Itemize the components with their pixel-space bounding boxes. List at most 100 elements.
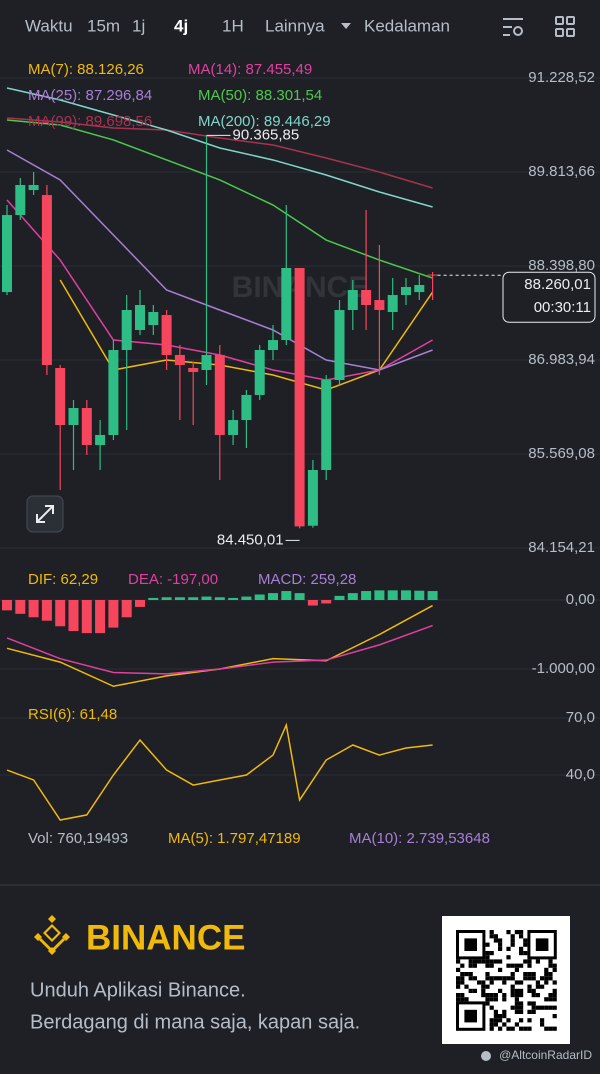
- histogram-bar: [108, 600, 119, 628]
- histogram-bar: [427, 591, 438, 601]
- qr-cell: [502, 1014, 507, 1019]
- qr-cell: [527, 1001, 532, 1006]
- legend-entry: MA(14): 87.455,49: [188, 61, 312, 78]
- countdown: 00:30:11: [534, 299, 591, 316]
- candle-body: [228, 420, 239, 435]
- qr-cell: [493, 976, 498, 981]
- qr-cell: [489, 1022, 494, 1027]
- qr-cell: [548, 963, 553, 968]
- histogram-bar: [81, 600, 92, 634]
- qr-cell: [514, 1022, 519, 1027]
- candle-body: [2, 215, 12, 293]
- qr-cell: [456, 993, 461, 998]
- qr-cell: [519, 980, 524, 985]
- qr-cell: [468, 959, 473, 964]
- histogram-bar: [121, 600, 132, 618]
- qr-cell: [489, 1026, 494, 1031]
- histogram-bar: [214, 597, 225, 601]
- qr-cell: [535, 984, 540, 989]
- qr-cell: [460, 963, 465, 968]
- qr-cell: [552, 967, 557, 972]
- qr-cell: [493, 997, 498, 1002]
- qr-cell: [519, 1018, 524, 1023]
- legend-entry: MA(7): 88.126,26: [28, 61, 144, 78]
- indicator-line: [6, 149, 433, 371]
- qr-cell: [489, 1005, 494, 1010]
- qr-cell: [544, 967, 549, 972]
- indicator-line: [6, 119, 433, 279]
- qr-cell: [519, 946, 524, 951]
- legend-entry: DEA: -197,00: [128, 571, 218, 588]
- candle-body: [321, 380, 332, 470]
- qr-cell: [493, 993, 498, 998]
- qr-cell: [531, 1001, 536, 1006]
- qr-cell: [456, 959, 461, 964]
- legend-entry: MA(50): 88.301,54: [198, 87, 322, 104]
- qr-cell: [519, 988, 524, 993]
- y-tick-label: -1.000,00: [532, 660, 595, 677]
- qr-cell: [552, 993, 557, 998]
- histogram-bar: [281, 591, 292, 601]
- qr-cell: [510, 1026, 515, 1031]
- qr-cell: [535, 1005, 540, 1010]
- qr-cell: [514, 930, 519, 935]
- tab[interactable]: 15m: [87, 16, 120, 35]
- candle-body: [28, 185, 39, 191]
- y-tick-label: 88.398,80: [528, 257, 595, 274]
- qr-cell: [527, 1009, 532, 1014]
- qr-cell: [514, 963, 519, 968]
- plot-area: 91.228,52 89.813,66 88.398,80 86.983,94 85.5…: [0, 61, 600, 821]
- qr-cell: [552, 1026, 557, 1031]
- candle-body: [108, 349, 119, 435]
- annotation: 90.365,85: [233, 126, 300, 143]
- qr-cell: [540, 1018, 545, 1023]
- candle-body: [254, 349, 265, 395]
- tab[interactable]: Lainnya: [265, 16, 325, 35]
- price-box: [502, 271, 596, 323]
- histogram-bar: [294, 593, 305, 601]
- qr-cell: [493, 1022, 498, 1027]
- logo-icon: [34, 915, 70, 955]
- qr-finder: [527, 930, 557, 960]
- qr-cell: [548, 1026, 553, 1031]
- tab[interactable]: 1j: [132, 16, 145, 35]
- qr-cell: [519, 930, 524, 935]
- qr-cell: [502, 976, 507, 981]
- qr-cell: [552, 1005, 557, 1010]
- y-tick-label: 40,0: [566, 766, 595, 783]
- qr-cell: [485, 951, 490, 956]
- qr-cell: [460, 980, 465, 985]
- settings-icon[interactable]: [503, 18, 523, 36]
- qr-cell: [527, 984, 532, 989]
- qr-cell: [468, 976, 473, 981]
- tab[interactable]: Kedalaman: [364, 16, 450, 35]
- qr-cell: [527, 959, 532, 964]
- histogram-bar: [307, 600, 318, 606]
- tab[interactable]: Waktu: [25, 16, 73, 35]
- expand-button[interactable]: [26, 495, 64, 533]
- qr-cell: [544, 980, 549, 985]
- candle-body: [188, 368, 199, 372]
- qr-cell: [506, 946, 511, 951]
- histogram-bar: [2, 600, 12, 611]
- qr-cell: [489, 959, 494, 964]
- tab[interactable]: 4j: [174, 16, 188, 35]
- layout-icon[interactable]: [555, 16, 575, 37]
- histogram-bar: [174, 597, 185, 601]
- qr-cell: [460, 972, 465, 977]
- histogram-bar: [28, 600, 39, 618]
- qr-cell: [544, 972, 549, 977]
- qr-cell: [493, 959, 498, 964]
- candle-body: [414, 285, 425, 293]
- qr-cell: [523, 972, 528, 977]
- qr-cell: [519, 963, 524, 968]
- volume-row: Vol: 760,19493 MA(5): 1.797,47189 MA(10)…: [28, 830, 490, 847]
- qr-cell: [540, 1022, 545, 1027]
- qr-cell: [498, 942, 503, 947]
- tab[interactable]: 1H: [222, 16, 244, 35]
- qr-cell: [502, 980, 507, 985]
- legend-entry: DIF: 62,29: [28, 571, 98, 588]
- histogram-bar: [148, 597, 159, 601]
- candle-body: [148, 311, 159, 326]
- qr-cell: [510, 984, 515, 989]
